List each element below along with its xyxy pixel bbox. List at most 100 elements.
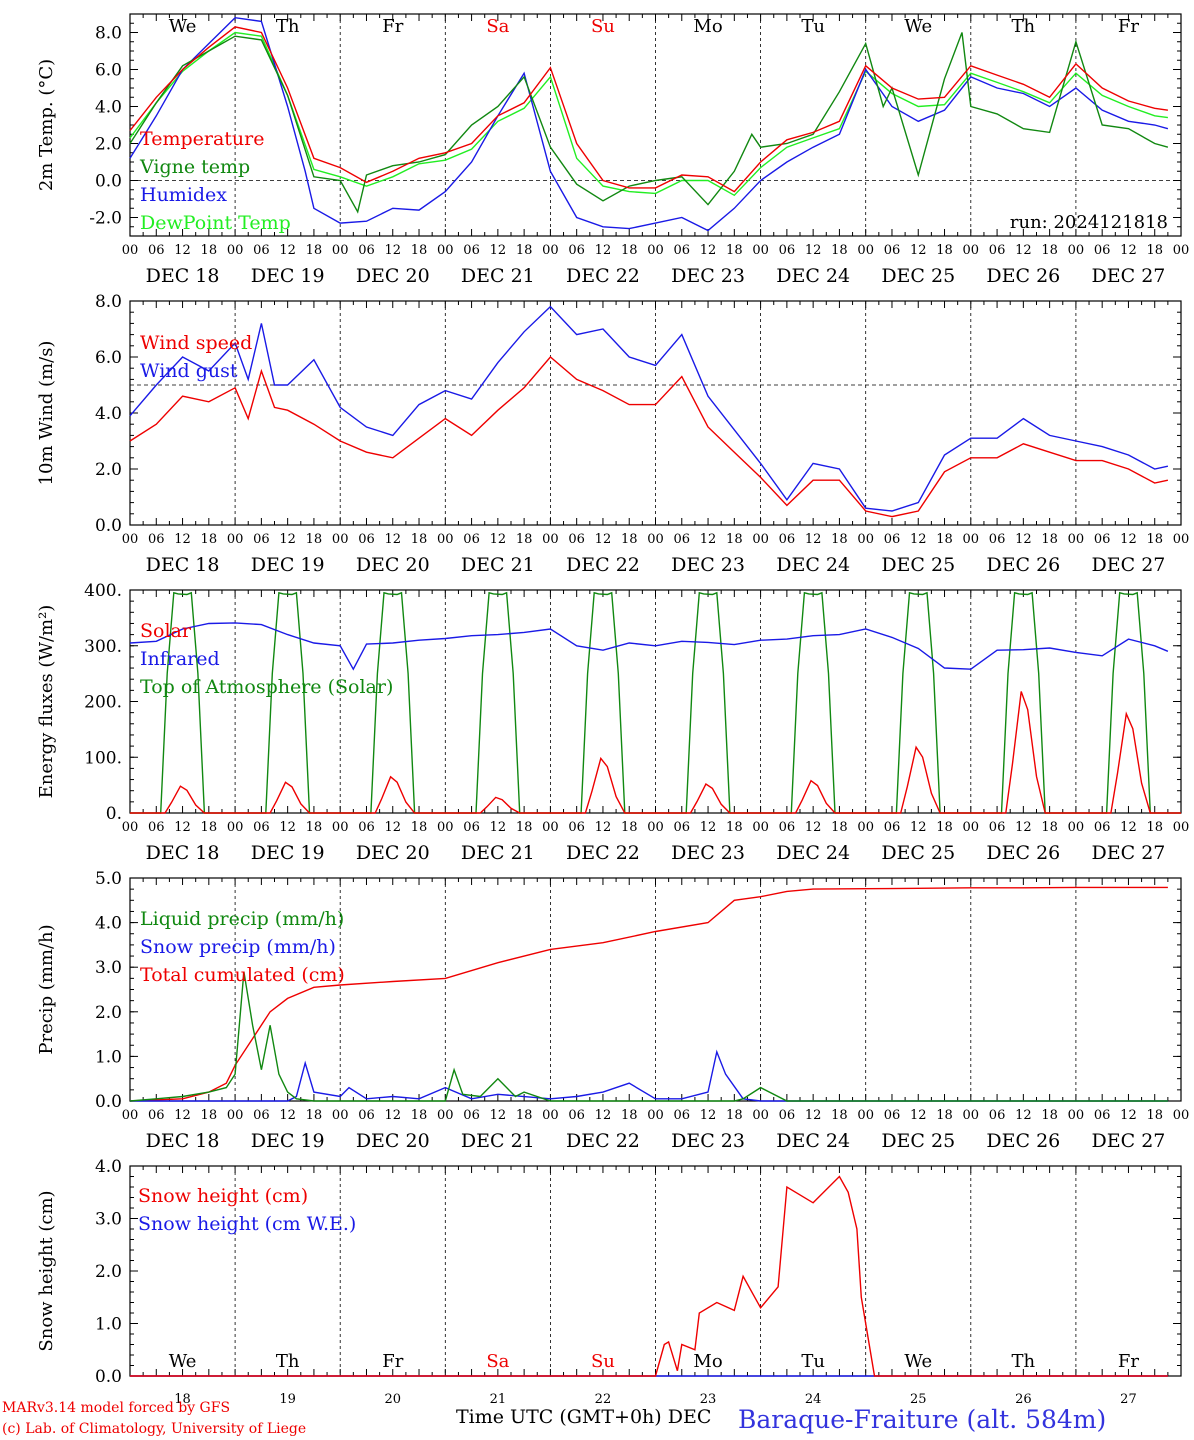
y-tick-label: 0.0 [95, 516, 122, 536]
weekday-label: Su [591, 16, 615, 37]
x-tick-label: 12 [1120, 1108, 1137, 1123]
x-tick-label: 12 [279, 820, 296, 835]
x-tick-label: 12 [910, 532, 927, 547]
x-tick-label: 06 [989, 820, 1006, 835]
legend-entry: Snow precip (mm/h) [140, 936, 336, 958]
x-tick-label: 06 [884, 243, 901, 258]
series-line [129, 971, 1168, 1102]
date-label: DEC 21 [461, 1130, 535, 1152]
y-tick-label: 300. [84, 637, 122, 657]
x-tick-label: 12 [490, 532, 507, 547]
weekday-label: Fr [1118, 16, 1139, 37]
x-tick-label: 18 [201, 820, 218, 835]
y-axis-label: Precip (mm/h) [36, 924, 57, 1054]
legend-entry: Snow height (cm W.E.) [138, 1213, 356, 1235]
x-tick-label: 06 [779, 1108, 796, 1123]
x-tick-label: 12 [1015, 1108, 1032, 1123]
x-tick-label: 00 [857, 820, 874, 835]
x-tick-label: 12 [384, 820, 401, 835]
x-tick-label: 06 [358, 243, 375, 258]
x-tick-label: 18 [831, 1108, 848, 1123]
x-tick-label: 18 [831, 820, 848, 835]
x-tick-label: 18 [201, 532, 218, 547]
credit-model: MARv3.14 model forced by GFS [2, 1400, 230, 1416]
legend-entry: Liquid precip (mm/h) [140, 908, 344, 930]
date-label: DEC 26 [986, 265, 1060, 287]
legend-entry: Top of Atmosphere (Solar) [140, 676, 393, 698]
y-tick-label: 4.0 [95, 404, 122, 424]
infrared-line [129, 622, 1169, 671]
x-tick-label: 00 [647, 532, 664, 547]
date-label: DEC 27 [1092, 554, 1166, 576]
x-tick-label: 18 [411, 1108, 428, 1123]
x-tick-label: 00 [332, 532, 349, 547]
x-tick-label: 00 [542, 243, 559, 258]
solar-line [235, 781, 341, 814]
legend-entry: DewPoint Temp [140, 212, 291, 234]
weekday-label: Th [1012, 16, 1036, 37]
date-label: DEC 21 [461, 554, 535, 576]
run-annotation: run: 2024121818 [1010, 212, 1168, 233]
legend-entry: Wind gust [140, 360, 238, 382]
weekday-label: Th [276, 1351, 300, 1372]
y-axis-label: Snow height (cm) [36, 1190, 57, 1351]
date-label: DEC 20 [356, 265, 430, 287]
weekday-label: We [169, 16, 197, 37]
x-tick-label: 06 [674, 820, 691, 835]
x-tick-label: 18 [936, 532, 953, 547]
weekday-label: Fr [382, 16, 403, 37]
x-tick-label: 12 [910, 243, 927, 258]
x-tick-label: 12 [1015, 820, 1032, 835]
date-label: DEC 23 [671, 554, 745, 576]
date-label: DEC 22 [566, 842, 640, 864]
x-tick-label: 18 [831, 532, 848, 547]
x-tick-label: 18 [1041, 532, 1058, 547]
x-tick-label: 00 [1173, 1108, 1190, 1123]
x-tick-label: 00 [1068, 243, 1085, 258]
x-tick-label: 00 [647, 820, 664, 835]
x-tick-label: 06 [779, 532, 796, 547]
weekday-label: Fr [382, 1351, 403, 1372]
day-number: 23 [700, 1392, 717, 1407]
weekday-label: Fr [1118, 1351, 1139, 1372]
series-line [129, 16, 1169, 232]
panel-1: -2.0 0.0 2.0 4.0 6.0 8.0 2m Temp. (°C) 00 06 12 18… [36, 13, 1189, 287]
series-line [129, 886, 1168, 1102]
date-label: DEC 20 [356, 842, 430, 864]
solar-line [655, 782, 761, 814]
x-tick-label: 00 [752, 243, 769, 258]
x-tick-label: 18 [831, 243, 848, 258]
x-tick-label: 06 [253, 243, 270, 258]
y-tick-label: 8.0 [95, 24, 122, 44]
x-tick-label: 06 [568, 1108, 585, 1123]
x-tick-label: 12 [279, 1108, 296, 1123]
y-tick-label: 0. [106, 804, 122, 824]
weekday-label: Su [591, 1351, 615, 1372]
date-label: DEC 25 [881, 1130, 955, 1152]
y-tick-label: 0.0 [95, 1092, 122, 1112]
solar-line [970, 691, 1076, 814]
legend-entry: Vigne temp [139, 156, 250, 178]
x-tick-label: 18 [726, 532, 743, 547]
x-tick-label: 00 [437, 820, 454, 835]
weekday-label: We [169, 1351, 197, 1372]
x-tick-label: 18 [726, 243, 743, 258]
x-tick-label: 12 [805, 820, 822, 835]
panel-5: 0.0 1.0 2.0 3.0 4.0 Snow height (cm) We 18 Th 19 F… [36, 1157, 1182, 1407]
x-tick-label: 12 [805, 532, 822, 547]
panel-2: 0.0 2.0 4.0 6.0 8.0 10m Wind (m/s) 00 06 12 18 DEC… [36, 292, 1189, 576]
date-label: DEC 18 [146, 554, 220, 576]
x-tick-label: 06 [779, 820, 796, 835]
y-tick-label: 2.0 [95, 460, 122, 480]
date-label: DEC 27 [1092, 265, 1166, 287]
series-line [129, 356, 1169, 518]
legend-entry: Total cumulated (cm) [140, 964, 345, 986]
solar-line [445, 796, 551, 814]
y-tick-label: 2.0 [95, 1003, 122, 1023]
solar-line [865, 745, 971, 814]
x-tick-label: 00 [437, 532, 454, 547]
x-tick-label: 00 [1173, 532, 1190, 547]
x-tick-label: 06 [253, 532, 270, 547]
x-tick-label: 18 [621, 820, 638, 835]
x-tick-label: 06 [568, 532, 585, 547]
